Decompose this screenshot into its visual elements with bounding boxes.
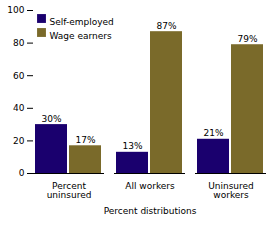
svg-text:79%: 79%: [237, 34, 257, 44]
svg-text:Percentuninsured: Percentuninsured: [47, 181, 92, 200]
svg-text:20: 20: [13, 136, 25, 146]
svg-text:17%: 17%: [75, 135, 95, 145]
svg-text:87%: 87%: [156, 21, 176, 31]
svg-text:30%: 30%: [41, 114, 61, 124]
svg-text:Uninsuredworkers: Uninsuredworkers: [208, 181, 254, 200]
svg-text:60: 60: [13, 71, 25, 81]
svg-text:80: 80: [13, 38, 25, 48]
svg-text:0: 0: [19, 168, 25, 178]
svg-text:Wage earners: Wage earners: [50, 31, 112, 41]
svg-text:Percent distributions: Percent distributions: [104, 206, 197, 216]
svg-text:13%: 13%: [122, 141, 142, 151]
svg-text:Self-employed: Self-employed: [50, 17, 114, 27]
svg-text:40: 40: [13, 103, 25, 113]
svg-text:100: 100: [7, 5, 24, 15]
svg-text:All workers: All workers: [125, 181, 175, 191]
svg-text:21%: 21%: [203, 128, 223, 138]
